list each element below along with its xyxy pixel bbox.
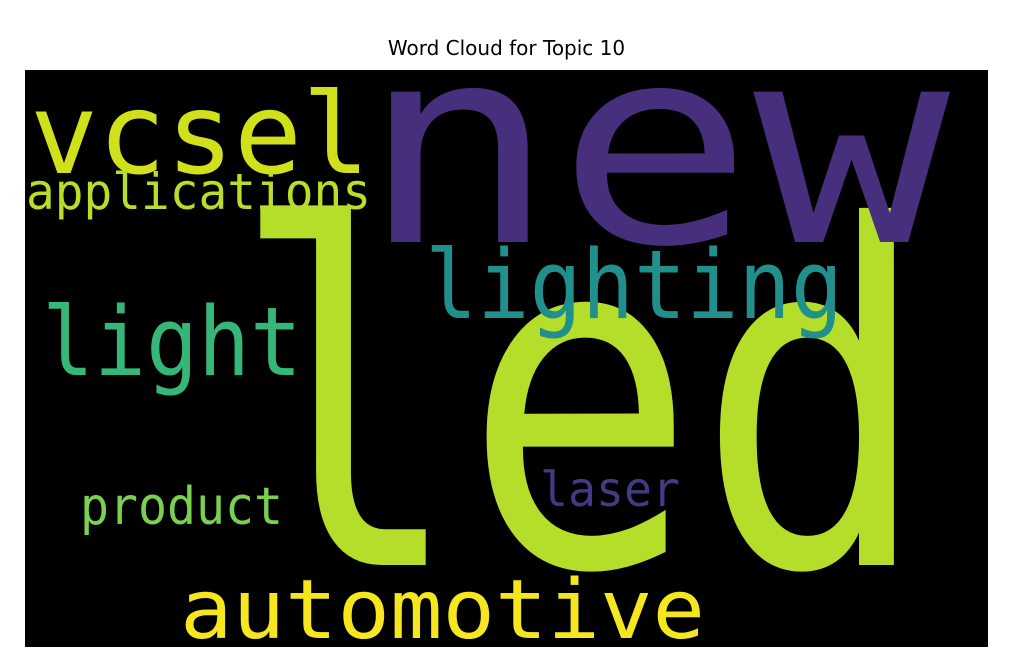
word-cloud-word-applications: applications: [26, 163, 371, 221]
word-cloud-word-laser: laser: [540, 462, 680, 518]
word-cloud-word-led: led: [230, 129, 930, 647]
chart-title: Word Cloud for Topic 10: [387, 36, 626, 60]
word-cloud-word-vcsel: vcsel: [30, 70, 370, 200]
word-cloud-word-product: product: [80, 477, 283, 537]
word-cloud-word-automotive: automotive: [180, 563, 705, 647]
word-cloud-word-light: light: [42, 288, 302, 398]
word-cloud-word-lighting: lighting: [425, 231, 843, 341]
word-cloud-word-new: new: [360, 70, 952, 307]
word-cloud-background: [25, 70, 988, 647]
word-cloud-panel: led new vcsel lighting light automotive applic…: [25, 70, 988, 647]
